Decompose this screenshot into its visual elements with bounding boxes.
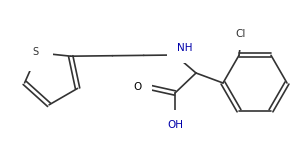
Text: Cl: Cl: [236, 29, 246, 39]
Text: NH: NH: [177, 43, 192, 53]
Text: O: O: [134, 82, 142, 92]
Text: S: S: [32, 47, 38, 57]
Text: OH: OH: [167, 120, 183, 130]
